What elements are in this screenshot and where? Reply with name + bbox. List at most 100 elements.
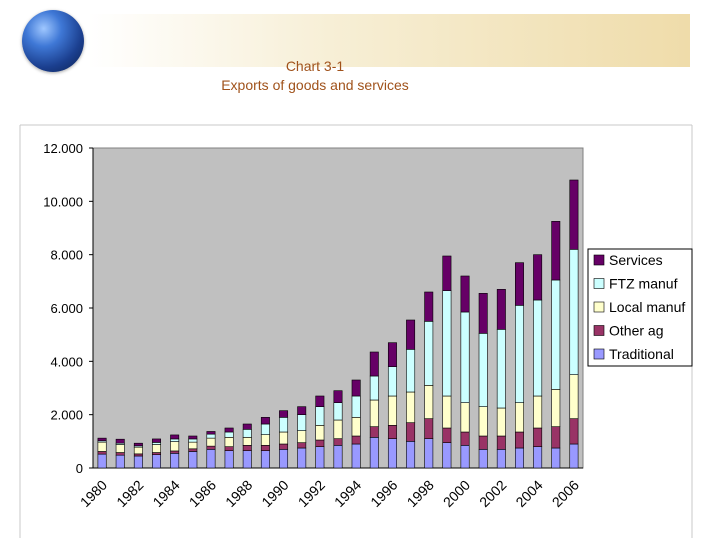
bar-services-1989 [260, 417, 270, 425]
bar-traditional-2005 [551, 447, 561, 469]
bar-services-1988 [242, 423, 252, 430]
bar-other-ag-1997 [406, 422, 416, 442]
legend-swatch-other-ag [593, 325, 605, 336]
bar-traditional-1987 [224, 450, 234, 469]
bar-other-ag-2006 [569, 418, 579, 445]
bar-traditional-1981 [115, 454, 125, 469]
bar-services-2003 [515, 262, 524, 306]
bar-ftz-manuf-2002 [496, 329, 506, 409]
legend-box [587, 248, 693, 367]
bar-other-ag-1990 [279, 443, 289, 450]
bar-other-ag-1994 [351, 435, 361, 445]
bar-services-2002 [496, 289, 506, 330]
bar-ftz-manuf-2000 [460, 311, 470, 403]
bar-local-manuf-1996 [387, 395, 397, 426]
bar-local-manuf-1986 [206, 437, 216, 447]
bar-services-1981 [115, 438, 125, 444]
bar-local-manuf-1998 [424, 385, 434, 419]
bar-traditional-1992 [315, 446, 325, 469]
bar-traditional-1998 [424, 438, 434, 469]
bar-local-manuf-1993 [333, 419, 343, 439]
bar-services-1998 [424, 291, 434, 322]
bar-ftz-manuf-1988 [242, 429, 252, 438]
bar-services-2005 [551, 221, 561, 281]
x-tick-label: 2000 [440, 477, 473, 510]
bar-local-manuf-2005 [551, 389, 561, 427]
bar-local-manuf-1989 [260, 434, 270, 446]
bar-local-manuf-1980 [97, 441, 107, 452]
bar-ftz-manuf-1992 [315, 406, 325, 426]
bar-services-1984 [170, 434, 180, 440]
bar-services-2000 [460, 275, 470, 313]
bar-other-ag-1993 [333, 438, 343, 446]
bar-other-ag-1980 [97, 451, 107, 455]
bar-other-ag-1991 [297, 442, 307, 449]
bar-local-manuf-1982 [133, 446, 143, 455]
bar-local-manuf-1994 [351, 417, 361, 437]
bar-ftz-manuf-1997 [406, 349, 416, 393]
bar-ftz-manuf-1991 [297, 414, 307, 431]
bar-other-ag-1987 [224, 446, 234, 451]
x-tick-label: 1986 [186, 477, 219, 510]
bar-services-1999 [442, 255, 452, 291]
bar-traditional-1991 [297, 447, 307, 469]
bar-services-1992 [315, 395, 325, 407]
bar-local-manuf-2002 [496, 407, 506, 437]
bar-ftz-manuf-1983 [152, 442, 161, 445]
bar-local-manuf-1983 [152, 444, 161, 453]
bar-services-2001 [478, 293, 488, 334]
bar-traditional-1997 [406, 441, 416, 469]
bar-ftz-manuf-2001 [478, 333, 488, 407]
x-tick-label: 1994 [331, 477, 364, 510]
legend-label-services: Services [609, 252, 663, 268]
bar-local-manuf-1999 [442, 395, 452, 429]
bar-local-manuf-1992 [315, 425, 325, 441]
bar-services-2004 [533, 254, 543, 301]
bar-traditional-1980 [97, 453, 107, 469]
bar-traditional-1986 [206, 449, 216, 469]
bar-local-manuf-2006 [569, 374, 579, 419]
bar-local-manuf-1981 [115, 444, 125, 453]
bar-local-manuf-1997 [406, 391, 416, 423]
bar-ftz-manuf-1993 [333, 402, 343, 421]
x-tick-label: 2006 [549, 477, 582, 510]
bar-other-ag-1986 [206, 445, 216, 450]
legend-swatch-local-manuf [593, 301, 605, 313]
legend-swatch-services [593, 254, 605, 266]
bar-traditional-1985 [188, 451, 198, 469]
bar-traditional-2004 [533, 446, 543, 469]
bar-traditional-2003 [515, 447, 524, 469]
header-banner [88, 14, 690, 67]
y-tick-label: 2.000 [50, 408, 83, 423]
bar-local-manuf-1995 [369, 399, 379, 427]
legend-label-other-ag: Other ag [609, 323, 663, 339]
bar-traditional-2002 [496, 449, 506, 469]
y-tick-label: 4.000 [50, 354, 83, 369]
bar-traditional-1983 [152, 454, 161, 469]
bar-local-manuf-1985 [188, 441, 198, 450]
globe-logo-icon [22, 10, 84, 72]
bar-traditional-1994 [351, 443, 361, 469]
bar-other-ag-1989 [260, 445, 270, 451]
bar-other-ag-1982 [133, 453, 143, 457]
bar-other-ag-1988 [242, 445, 252, 451]
bar-ftz-manuf-1986 [206, 433, 216, 439]
x-tick-label: 1992 [295, 477, 328, 510]
bar-ftz-manuf-1989 [260, 423, 270, 435]
y-tick-label: 12.000 [43, 141, 83, 156]
bar-other-ag-2003 [515, 431, 524, 449]
bar-local-manuf-1984 [170, 441, 180, 452]
bar-services-1995 [369, 351, 379, 377]
bar-local-manuf-1987 [224, 437, 234, 447]
bar-ftz-manuf-2003 [515, 305, 524, 403]
bar-traditional-2000 [460, 445, 470, 469]
legend-swatch-ftz-manuf [593, 278, 605, 289]
bar-ftz-manuf-2006 [569, 249, 579, 375]
legend-label-traditional: Traditional [609, 346, 674, 362]
bar-traditional-2001 [478, 449, 488, 469]
bar-traditional-1999 [442, 442, 452, 469]
x-tick-label: 1988 [222, 477, 255, 510]
y-tick-label: 6.000 [50, 301, 83, 316]
x-tick-label: 1998 [404, 477, 437, 510]
